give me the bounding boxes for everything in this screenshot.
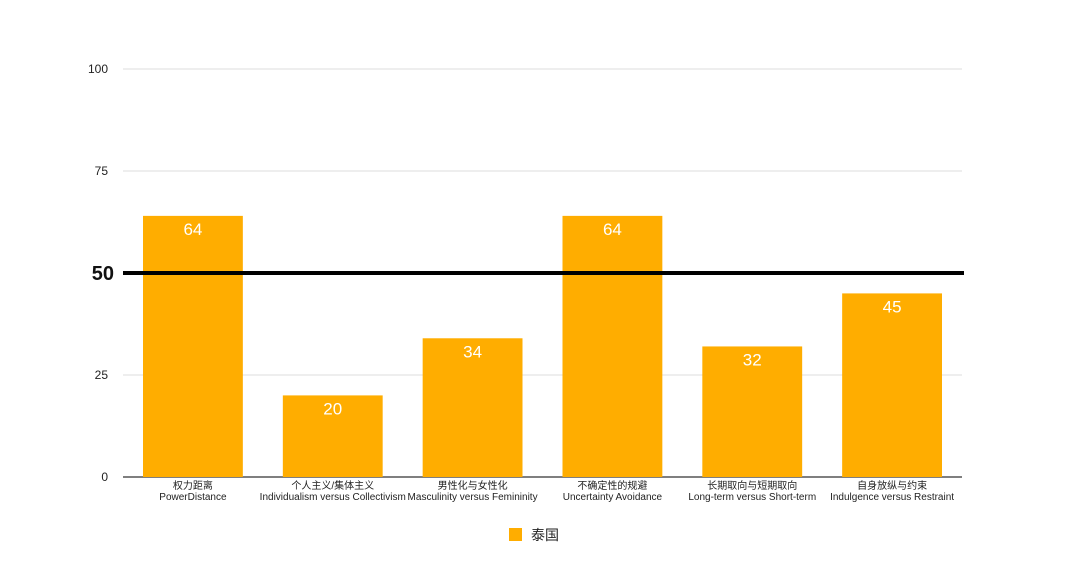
x-tick-label-cn-6: 自身放纵与约束 [857, 479, 927, 492]
data-label-1: 64 [183, 220, 202, 239]
x-tick-label-cn-4: 不确定性的规避 [577, 479, 647, 492]
y-tick-label-100: 100 [88, 62, 108, 76]
x-tick-label-en-5: Long-term versus Short-term [688, 492, 816, 503]
y-axis: 0 25 50 75 100 [88, 62, 114, 484]
x-tick-label-cn-5: 长期取向与短期取向 [707, 479, 797, 492]
gridlines [123, 68, 962, 478]
bar-6 [842, 293, 943, 477]
data-label-2: 20 [323, 399, 342, 418]
bar-1 [142, 215, 243, 477]
x-tick-label-en-3: Masculinity versus Femininity [408, 492, 538, 503]
y-tick-label-25: 25 [95, 368, 109, 382]
x-tick-label-cn-3: 男性化与女性化 [438, 479, 508, 492]
data-label-4: 64 [603, 220, 622, 239]
bar-5 [702, 346, 803, 477]
data-label-5: 32 [743, 350, 762, 369]
legend-label: 泰国 [531, 527, 559, 543]
y-tick-label-50: 50 [92, 263, 114, 285]
data-label-3: 34 [463, 342, 482, 361]
bar-4 [562, 215, 663, 477]
x-tick-label-en-4: Uncertainty Avoidance [563, 492, 663, 503]
x-tick-label-en-1: PowerDistance [159, 492, 227, 503]
bars: 64 20 34 64 32 45 [142, 215, 943, 477]
x-tick-label-en-2: Individualism versus Collectivism [260, 492, 406, 503]
x-tick-label-en-6: Indulgence versus Restraint [830, 492, 954, 503]
bar-3 [422, 338, 523, 477]
x-tick-label-cn-1: 权力距离 [173, 479, 213, 492]
x-tick-label-cn-2: 个人主义/集体主义 [291, 479, 374, 492]
legend-swatch [509, 528, 522, 541]
legend: 泰国 [509, 527, 559, 543]
y-tick-label-0: 0 [101, 470, 108, 484]
data-label-6: 45 [883, 297, 902, 316]
bar-2 [282, 395, 383, 477]
y-tick-label-75: 75 [95, 164, 109, 178]
